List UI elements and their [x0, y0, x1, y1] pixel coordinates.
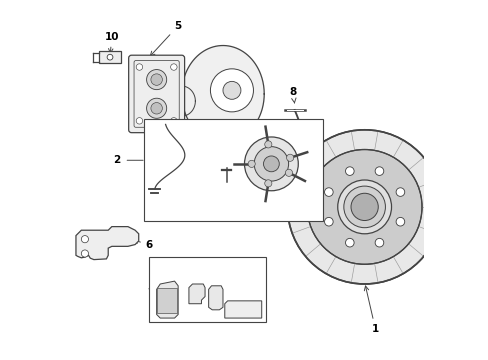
Text: 6: 6 [133, 239, 153, 249]
Circle shape [136, 64, 142, 70]
Polygon shape [156, 281, 178, 318]
Circle shape [247, 160, 255, 167]
Circle shape [244, 137, 298, 191]
Circle shape [343, 186, 385, 228]
Text: 2: 2 [113, 155, 121, 165]
Circle shape [136, 118, 142, 124]
Text: 9: 9 [180, 192, 188, 208]
Circle shape [395, 217, 404, 226]
Circle shape [151, 74, 162, 85]
Circle shape [337, 180, 391, 234]
Circle shape [170, 64, 177, 70]
Text: 3: 3 [224, 183, 231, 201]
Circle shape [81, 235, 88, 243]
Bar [149, 257, 265, 321]
Text: 1: 1 [364, 286, 378, 334]
Circle shape [263, 156, 279, 172]
Text: 8: 8 [289, 87, 296, 103]
Circle shape [395, 188, 404, 196]
Bar [144, 119, 323, 221]
Polygon shape [168, 86, 195, 116]
Circle shape [146, 98, 166, 118]
Circle shape [285, 169, 292, 176]
Circle shape [254, 147, 288, 181]
Bar [157, 288, 177, 313]
Polygon shape [76, 226, 139, 260]
Text: 10: 10 [104, 32, 119, 53]
Circle shape [146, 69, 166, 90]
Circle shape [210, 69, 253, 112]
Polygon shape [208, 286, 223, 310]
Polygon shape [182, 45, 264, 142]
Text: 5: 5 [150, 21, 182, 56]
FancyBboxPatch shape [128, 55, 184, 133]
Circle shape [223, 81, 241, 99]
Circle shape [324, 188, 332, 196]
Circle shape [287, 130, 441, 284]
Bar [99, 51, 121, 63]
Circle shape [286, 154, 293, 161]
Polygon shape [188, 284, 204, 304]
Circle shape [350, 193, 378, 221]
Circle shape [345, 167, 353, 175]
Polygon shape [224, 301, 261, 318]
Circle shape [345, 238, 353, 247]
Circle shape [151, 103, 162, 114]
Circle shape [295, 149, 302, 157]
Circle shape [306, 149, 421, 264]
Circle shape [374, 238, 383, 247]
Circle shape [170, 118, 177, 124]
Circle shape [107, 54, 113, 60]
Circle shape [264, 180, 271, 187]
Text: 4: 4 [228, 62, 241, 89]
Circle shape [81, 250, 88, 257]
Circle shape [374, 167, 383, 175]
Circle shape [324, 217, 332, 226]
Circle shape [264, 141, 271, 148]
Text: 7: 7 [147, 288, 158, 298]
